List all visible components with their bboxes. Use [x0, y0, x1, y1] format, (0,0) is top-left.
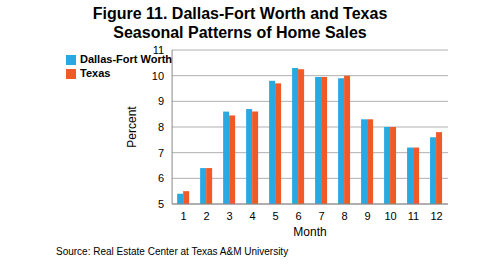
svg-text:Month: Month [293, 225, 326, 239]
html-text:Source: Real Estate Center at: Source: Real Estate Center at Texas A&M … [56, 246, 289, 257]
svg-text:1: 1 [181, 210, 187, 222]
svg-text:12: 12 [430, 210, 442, 222]
svg-text:8: 8 [158, 121, 164, 133]
svg-text:10: 10 [152, 70, 164, 82]
svg-text:2: 2 [204, 210, 210, 222]
html-text:Texas: Texas [80, 67, 111, 79]
svg-text:7: 7 [318, 210, 324, 222]
svg-text:9: 9 [364, 210, 370, 222]
svg-text:11: 11 [408, 210, 419, 222]
svg-text:6: 6 [295, 210, 301, 222]
svg-text:4: 4 [249, 210, 255, 222]
svg-text:5: 5 [158, 198, 164, 210]
svg-text:8: 8 [341, 210, 347, 222]
svg-text:11: 11 [153, 44, 164, 56]
svg-text:Percent: Percent [125, 106, 139, 148]
svg-text:5: 5 [272, 210, 278, 222]
svg-text:10: 10 [384, 210, 396, 222]
html-text:Figure 11. Dallas-Fort Worth a: Figure 11. Dallas-Fort Worth and Texas S… [92, 5, 388, 41]
svg-text:9: 9 [158, 95, 164, 107]
svg-text:6: 6 [158, 172, 164, 184]
html-text:Dallas-Fort Worth: Dallas-Fort Worth [80, 53, 173, 65]
svg-text:7: 7 [158, 147, 164, 159]
svg-text:3: 3 [226, 210, 232, 222]
